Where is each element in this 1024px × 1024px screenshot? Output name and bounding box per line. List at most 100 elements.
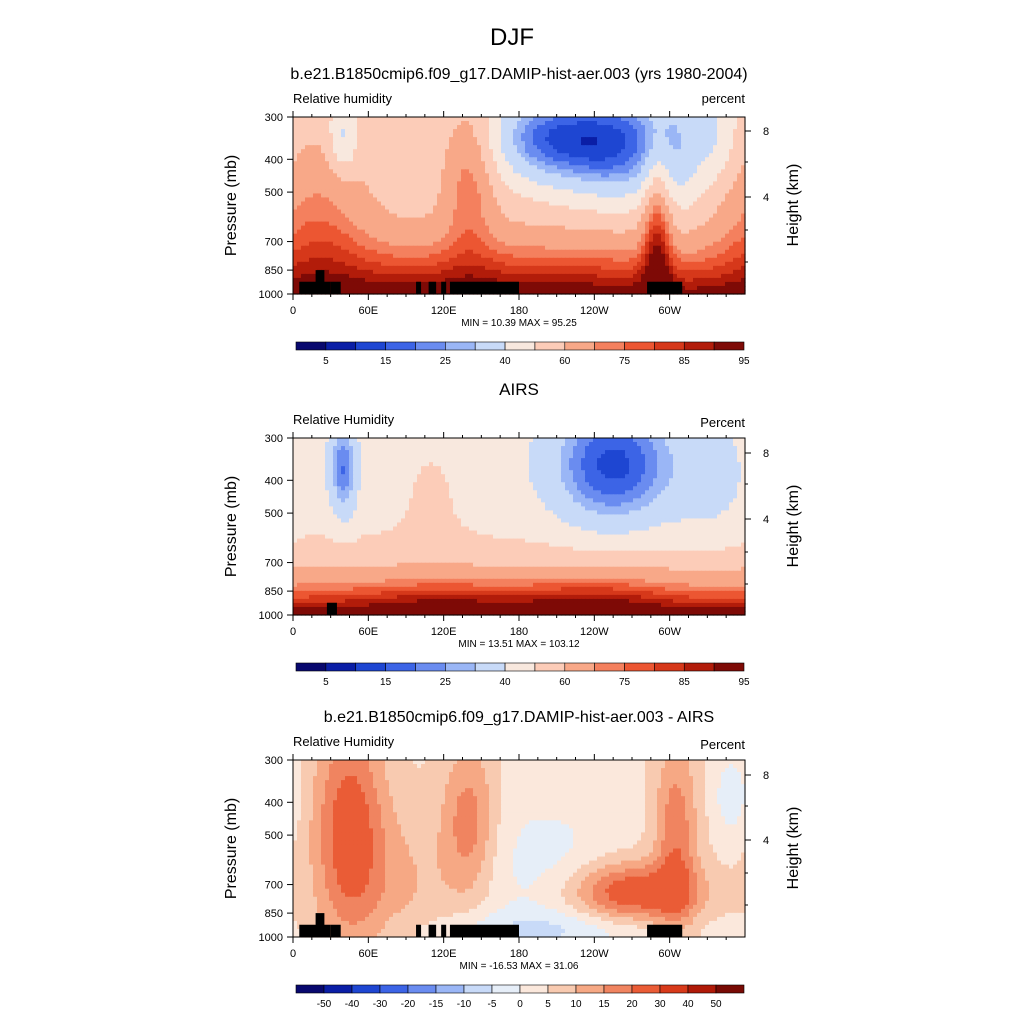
field-cell xyxy=(577,125,582,130)
field-cell xyxy=(549,173,554,178)
field-cell xyxy=(521,245,526,251)
field-cell xyxy=(705,213,710,219)
field-cell xyxy=(501,165,506,170)
field-cell xyxy=(357,141,362,146)
field-cell xyxy=(297,209,302,215)
field-cell xyxy=(413,141,418,146)
field-cell xyxy=(697,249,702,255)
field-cell xyxy=(517,181,522,186)
field-cell xyxy=(493,269,498,275)
field-cell xyxy=(421,161,426,166)
field-cell xyxy=(701,221,706,227)
field-cell xyxy=(693,237,698,243)
field-cell xyxy=(381,277,386,283)
field-cell xyxy=(521,121,526,126)
field-cell xyxy=(553,257,558,263)
field-cell xyxy=(413,205,418,211)
field-cell xyxy=(477,229,482,235)
field-cell xyxy=(453,209,458,215)
field-cell xyxy=(353,229,358,235)
field-cell xyxy=(501,169,506,174)
field-cell xyxy=(561,225,566,231)
field-cell xyxy=(621,137,626,142)
field-cell xyxy=(613,165,618,170)
field-cell xyxy=(341,217,346,223)
field-cell xyxy=(381,245,386,251)
field-cell xyxy=(341,173,346,178)
field-cell xyxy=(637,189,642,195)
field-cell xyxy=(669,261,674,267)
field-cell xyxy=(297,229,302,235)
field-cell xyxy=(341,261,346,267)
field-cell xyxy=(501,265,506,271)
field-cell xyxy=(549,177,554,182)
field-cell xyxy=(385,245,390,251)
field-cell xyxy=(657,133,662,138)
field-cell xyxy=(305,177,310,182)
field-cell xyxy=(701,213,706,219)
field-cell xyxy=(397,245,402,251)
field-cell xyxy=(421,213,426,219)
field-cell xyxy=(441,137,446,142)
field-cell xyxy=(649,189,654,195)
field-cell xyxy=(613,133,618,138)
field-cell xyxy=(609,253,614,259)
field-cell xyxy=(489,173,494,178)
field-cell xyxy=(649,141,654,146)
field-cell xyxy=(333,125,338,130)
field-cell xyxy=(541,217,546,223)
field-cell xyxy=(517,145,522,150)
field-cell xyxy=(485,249,490,255)
field-cell xyxy=(633,145,638,150)
field-cell xyxy=(705,205,710,211)
field-cell xyxy=(349,265,354,271)
field-cell xyxy=(581,249,586,255)
field-cell xyxy=(369,153,374,158)
field-cell xyxy=(637,201,642,207)
field-cell xyxy=(689,153,694,158)
field-cell xyxy=(657,229,662,235)
field-cell xyxy=(549,125,554,130)
field-cell xyxy=(661,201,666,207)
field-cell xyxy=(373,125,378,130)
field-cell xyxy=(389,165,394,170)
field-cell xyxy=(397,285,402,291)
field-cell xyxy=(377,233,382,239)
field-cell xyxy=(473,129,478,134)
field-cell xyxy=(337,129,342,134)
field-cell xyxy=(521,153,526,158)
field-cell xyxy=(601,177,606,182)
field-cell xyxy=(385,121,390,126)
field-cell xyxy=(717,121,722,126)
field-cell xyxy=(733,237,738,243)
field-cell xyxy=(509,193,514,199)
field-cell xyxy=(305,209,310,215)
field-cell xyxy=(589,181,594,186)
field-cell xyxy=(317,213,322,219)
field-cell xyxy=(665,269,670,275)
field-cell xyxy=(457,173,462,178)
field-cell xyxy=(729,189,734,195)
field-cell xyxy=(301,133,306,138)
field-cell xyxy=(653,169,658,174)
field-cell xyxy=(501,193,506,199)
field-cell xyxy=(605,153,610,158)
field-cell xyxy=(585,145,590,150)
field-cell xyxy=(305,265,310,271)
field-cell xyxy=(301,225,306,231)
field-cell xyxy=(641,201,646,207)
field-cell xyxy=(569,137,574,142)
field-cell xyxy=(621,209,626,215)
field-cell xyxy=(649,129,654,134)
field-cell xyxy=(461,217,466,223)
field-cell xyxy=(709,233,714,239)
field-cell xyxy=(585,233,590,239)
field-cell xyxy=(657,277,662,283)
field-cell xyxy=(397,129,402,134)
field-cell xyxy=(673,149,678,154)
field-cell xyxy=(449,117,454,122)
field-cell xyxy=(533,181,538,186)
field-cell xyxy=(501,233,506,239)
field-cell xyxy=(309,233,314,239)
field-cell xyxy=(721,209,726,215)
